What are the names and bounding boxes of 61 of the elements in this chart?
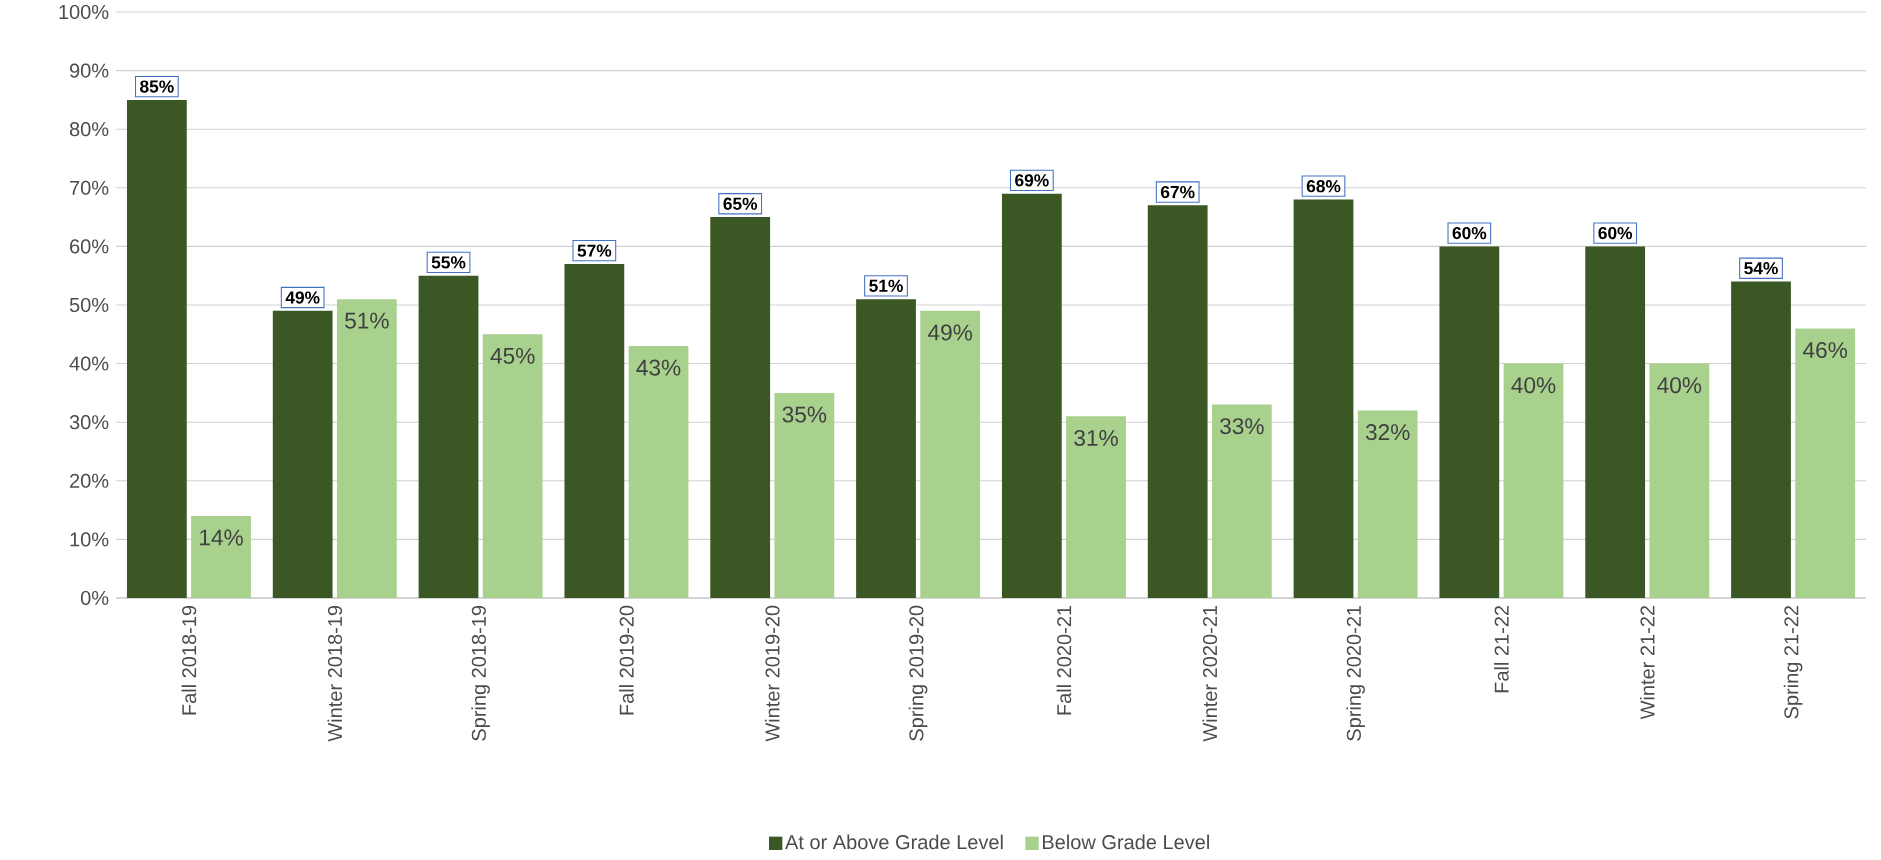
y-tick-label: 80% (69, 122, 109, 137)
data-label: 51% (869, 279, 903, 292)
data-label: 68% (1306, 180, 1341, 193)
bar (1795, 328, 1856, 598)
y-tick-label: 60% (70, 239, 109, 254)
x-tick-label: Spring 2019-20 (908, 605, 928, 741)
data-label: 40% (1657, 377, 1702, 394)
x-tick-label: Winter 2019-20 (764, 605, 780, 742)
data-label: 85% (140, 80, 174, 93)
data-label: 43% (636, 359, 681, 376)
x-tick-label: Spring 2020-21 (1346, 605, 1365, 741)
bar (774, 392, 835, 598)
bar (482, 334, 543, 598)
bar (336, 299, 397, 598)
data-label: 32% (1365, 424, 1410, 441)
y-tick-label: 30% (69, 415, 109, 430)
x-tick-label: Winter 21-22 (1639, 605, 1655, 720)
data-label: 65% (723, 197, 758, 210)
data-label: 69% (1015, 174, 1049, 187)
bar (1211, 404, 1272, 598)
x-tick-label: Fall 21-22 (1494, 605, 1509, 693)
data-label: 60% (1452, 226, 1487, 240)
y-tick-label: 40% (69, 356, 109, 371)
bar (1503, 363, 1564, 598)
x-tick-label: Fall 2019-20 (619, 605, 634, 715)
y-tick-label: 70% (70, 180, 109, 195)
y-tick-label: 100% (59, 4, 109, 20)
bar (628, 346, 689, 598)
bar (1649, 363, 1710, 598)
x-tick-label: Spring 21-22 (1783, 605, 1803, 719)
legend-label: Below Grade Level (1042, 834, 1209, 850)
bar (920, 310, 981, 598)
x-tick-label: Fall 2020-21 (1056, 605, 1072, 715)
x-tick-label: Winter 2018-19 (327, 605, 343, 742)
y-tick-label: 0% (80, 590, 109, 606)
data-label: 45% (490, 347, 535, 364)
data-label: 40% (1511, 377, 1556, 394)
legend-label: At or Above Grade Level (785, 834, 1003, 850)
data-label: 51% (345, 312, 389, 329)
data-label: 60% (1598, 226, 1633, 240)
data-label: 14% (200, 529, 243, 546)
data-label: 49% (285, 291, 320, 304)
y-tick-label: 50% (69, 297, 109, 313)
data-label: 54% (1744, 262, 1778, 275)
x-tick-label: Spring 2018-19 (471, 605, 490, 741)
data-label: 35% (782, 406, 827, 423)
y-tick-label: 10% (70, 532, 109, 547)
x-tick-label: Winter 2020-21 (1202, 605, 1218, 742)
data-label: 57% (577, 244, 612, 257)
data-label: 55% (431, 256, 466, 269)
y-tick-label: 90% (70, 63, 109, 78)
data-label: 49% (928, 324, 973, 341)
data-label: 67% (1160, 185, 1195, 199)
x-tick-label: Fall 2018-19 (181, 605, 197, 715)
bar (191, 515, 251, 598)
bar (1066, 416, 1126, 598)
y-tick-label: 20% (70, 473, 109, 488)
data-label: 46% (1803, 342, 1848, 359)
data-label: 31% (1074, 429, 1118, 446)
data-label: 33% (1220, 418, 1264, 435)
bar (1357, 410, 1418, 598)
